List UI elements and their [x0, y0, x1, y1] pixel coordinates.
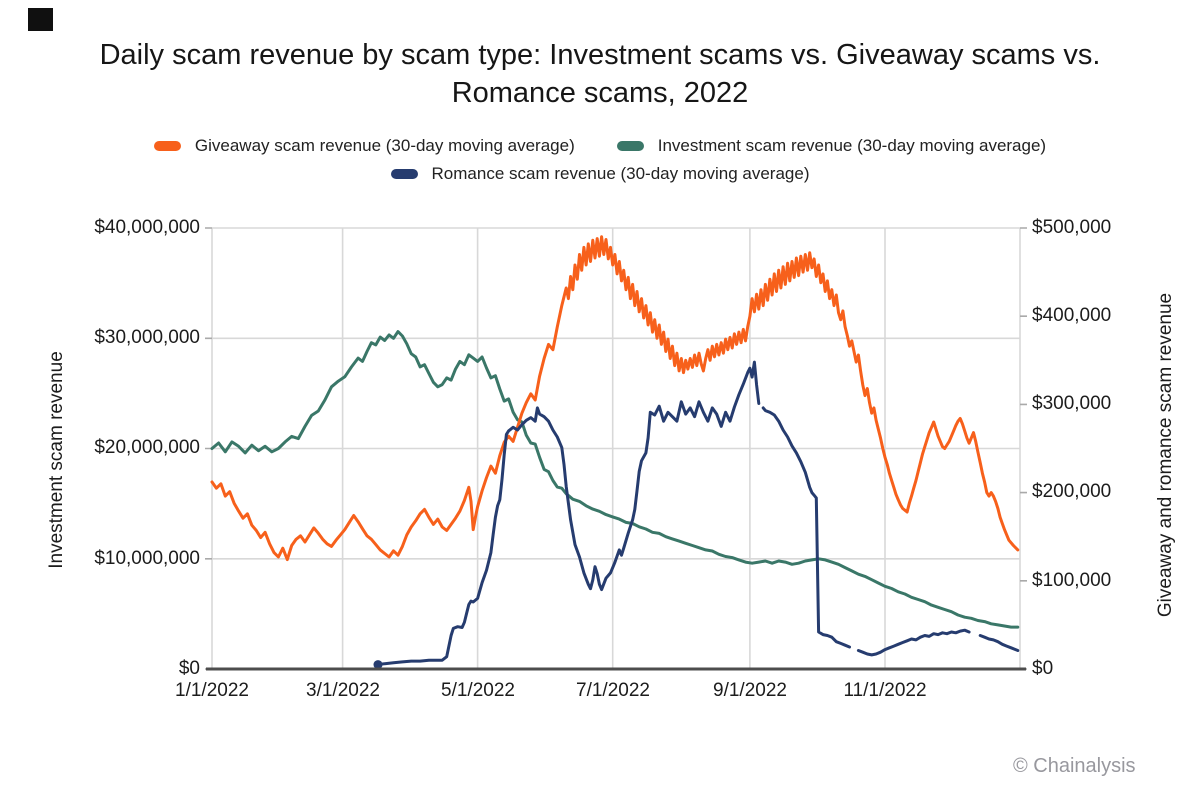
- left-axis-title: Investment scam revenue: [46, 351, 67, 569]
- legend-label-investment: Investment scam revenue (30-day moving a…: [657, 136, 1047, 155]
- investment-swatch-icon: [616, 141, 644, 151]
- gridlines: [211, 227, 1021, 669]
- left-tick-40m: $40,000,000: [94, 217, 200, 238]
- romance-swatch-icon: [390, 169, 418, 179]
- x-tick-jan: 1/1/2022: [175, 680, 249, 701]
- x-tick-mar: 3/1/2022: [306, 680, 380, 701]
- legend: Giveaway scam revenue (30-day moving ave…: [0, 136, 1200, 184]
- right-tick-0: $0: [1032, 658, 1054, 679]
- left-tick-30m: $30,000,000: [94, 327, 200, 348]
- right-axis-title: Giveaway and romance scam revenue: [1155, 292, 1176, 618]
- romance-line: [376, 360, 1020, 667]
- romance-start-dot: [373, 660, 383, 670]
- investment-line: [210, 330, 1020, 629]
- legend-row-2: Romance scam revenue (30-day moving aver…: [390, 164, 810, 184]
- right-tick-200k: $200,000: [1032, 481, 1112, 502]
- giveaway-line: [210, 235, 1020, 562]
- legend-row-1: Giveaway scam revenue (30-day moving ave…: [153, 136, 1047, 156]
- left-tick-0: $0: [178, 658, 200, 679]
- legend-item-romance: Romance scam revenue (30-day moving aver…: [390, 164, 810, 184]
- x-tick-sep: 9/1/2022: [713, 680, 787, 701]
- x-tick-jul: 7/1/2022: [576, 680, 650, 701]
- x-tick-may: 5/1/2022: [441, 680, 515, 701]
- chart-title: Daily scam revenue by scam type: Investm…: [0, 36, 1200, 112]
- giveaway-swatch-icon: [153, 141, 181, 151]
- legend-item-giveaway: Giveaway scam revenue (30-day moving ave…: [153, 136, 575, 156]
- right-tick-100k: $100,000: [1032, 570, 1112, 591]
- left-tick-10m: $10,000,000: [94, 548, 200, 569]
- x-tick-nov: 11/1/2022: [843, 680, 927, 701]
- legend-label-giveaway: Giveaway scam revenue (30-day moving ave…: [194, 136, 575, 155]
- right-tick-400k: $400,000: [1032, 305, 1112, 326]
- left-tick-20m: $20,000,000: [94, 437, 200, 458]
- right-tick-300k: $300,000: [1032, 393, 1112, 414]
- right-tick-500k: $500,000: [1032, 217, 1112, 238]
- chart-title-line1: Daily scam revenue by scam type: Investm…: [99, 39, 1101, 71]
- logo-square: [28, 8, 53, 31]
- chart-title-line2: Romance scams, 2022: [451, 77, 749, 109]
- watermark: © Chainalysis: [1013, 755, 1136, 777]
- legend-item-investment: Investment scam revenue (30-day moving a…: [616, 136, 1047, 156]
- legend-label-romance: Romance scam revenue (30-day moving aver…: [431, 164, 810, 183]
